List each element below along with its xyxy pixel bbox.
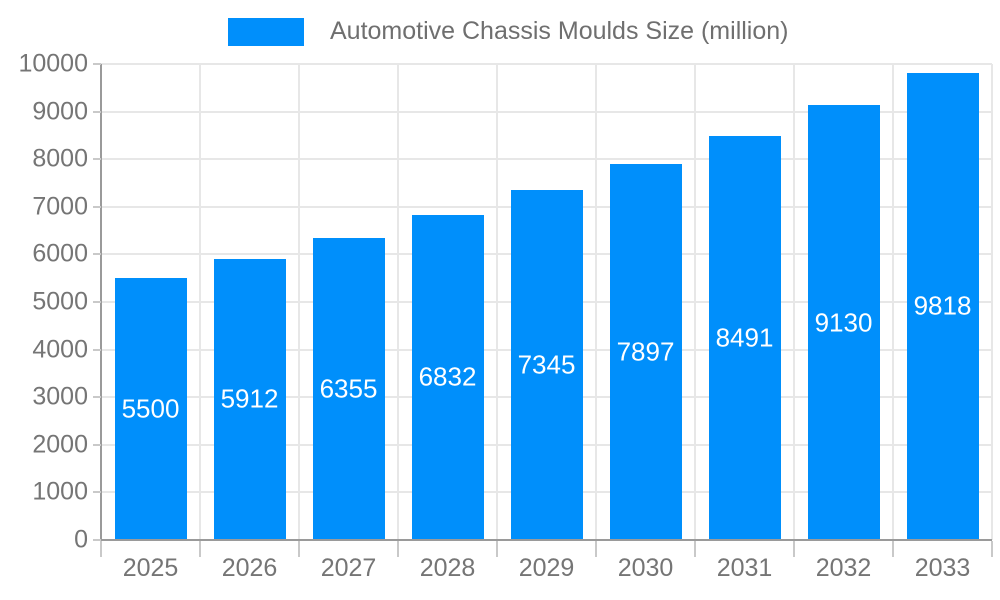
x-axis-line	[93, 539, 992, 541]
y-gridline	[101, 110, 992, 113]
y-axis-label: 0	[74, 525, 88, 554]
y-gridline	[101, 63, 992, 65]
y-axis-label: 9000	[32, 97, 88, 126]
legend-item[interactable]: Automotive Chassis Moulds Size (million)	[228, 17, 788, 46]
bar-value-label: 6832	[418, 361, 477, 392]
x-gridline	[694, 64, 696, 540]
y-tick	[93, 205, 101, 208]
x-gridline	[199, 64, 201, 540]
x-tick	[298, 541, 300, 557]
x-axis-label: 2027	[320, 554, 377, 582]
bar-value-label: 8491	[715, 322, 774, 353]
x-tick	[595, 541, 597, 557]
y-tick	[93, 396, 101, 399]
x-axis-label: 2028	[419, 554, 476, 582]
y-axis-label: 10000	[18, 49, 88, 78]
y-tick	[93, 539, 101, 541]
y-axis-label: 8000	[32, 144, 88, 173]
x-tick	[793, 541, 795, 557]
x-tick	[694, 541, 696, 557]
bar[interactable]	[906, 72, 979, 540]
y-tick	[93, 348, 101, 351]
y-axis-label: 1000	[32, 477, 88, 506]
bar-value-label: 9818	[913, 290, 972, 321]
legend-swatch	[228, 17, 304, 46]
bar-value-label: 7897	[616, 336, 675, 367]
bar[interactable]	[708, 135, 781, 540]
y-axis-label: 5000	[32, 287, 88, 316]
x-tick	[199, 541, 201, 557]
y-axis-label: 2000	[32, 430, 88, 459]
x-gridline	[595, 64, 597, 540]
x-gridline	[496, 64, 498, 540]
x-gridline	[793, 64, 795, 540]
bar-value-label: 6355	[319, 373, 378, 404]
y-axis-label: 6000	[32, 239, 88, 268]
y-tick	[93, 63, 101, 65]
bar[interactable]	[510, 190, 583, 540]
y-tick	[93, 443, 101, 446]
x-axis-label: 2033	[914, 554, 971, 582]
y-tick	[93, 301, 101, 303]
bar[interactable]	[312, 237, 385, 540]
bar-value-label: 5500	[121, 393, 180, 424]
y-axis-label: 7000	[32, 192, 88, 221]
y-tick	[93, 253, 101, 256]
x-axis-label: 2032	[815, 554, 872, 582]
bar[interactable]	[114, 278, 187, 540]
x-tick	[397, 541, 399, 557]
y-tick	[93, 110, 101, 113]
plot-area: 5500 5912 6355 6832 7345 7897 8491 9130 9818	[101, 63, 993, 540]
x-axis-label: 2026	[221, 554, 278, 582]
x-tick	[496, 541, 498, 557]
legend-label: Automotive Chassis Moulds Size (million)	[330, 17, 789, 45]
bar[interactable]	[807, 105, 880, 540]
x-gridline	[892, 64, 894, 540]
x-gridline	[991, 64, 993, 540]
y-tick	[93, 158, 101, 161]
x-tick	[991, 541, 993, 557]
y-axis-label: 4000	[32, 335, 88, 364]
x-axis-label: 2031	[716, 554, 773, 582]
y-axis-label: 3000	[32, 382, 88, 411]
bar[interactable]	[411, 214, 484, 540]
y-axis-line	[100, 64, 102, 541]
bar-value-label: 5912	[220, 383, 279, 414]
x-tick	[892, 541, 894, 557]
x-tick	[100, 541, 102, 557]
x-axis-label: 2030	[617, 554, 674, 582]
x-axis-label: 2025	[122, 554, 179, 582]
x-gridline	[298, 64, 300, 540]
bar-value-label: 7345	[517, 349, 576, 380]
bar[interactable]	[213, 258, 286, 540]
y-tick	[93, 491, 101, 494]
y-gridline	[101, 158, 992, 161]
x-gridline	[397, 64, 399, 540]
x-axis-label: 2029	[518, 554, 575, 582]
bar-value-label: 9130	[814, 307, 873, 338]
bar[interactable]	[609, 164, 682, 540]
